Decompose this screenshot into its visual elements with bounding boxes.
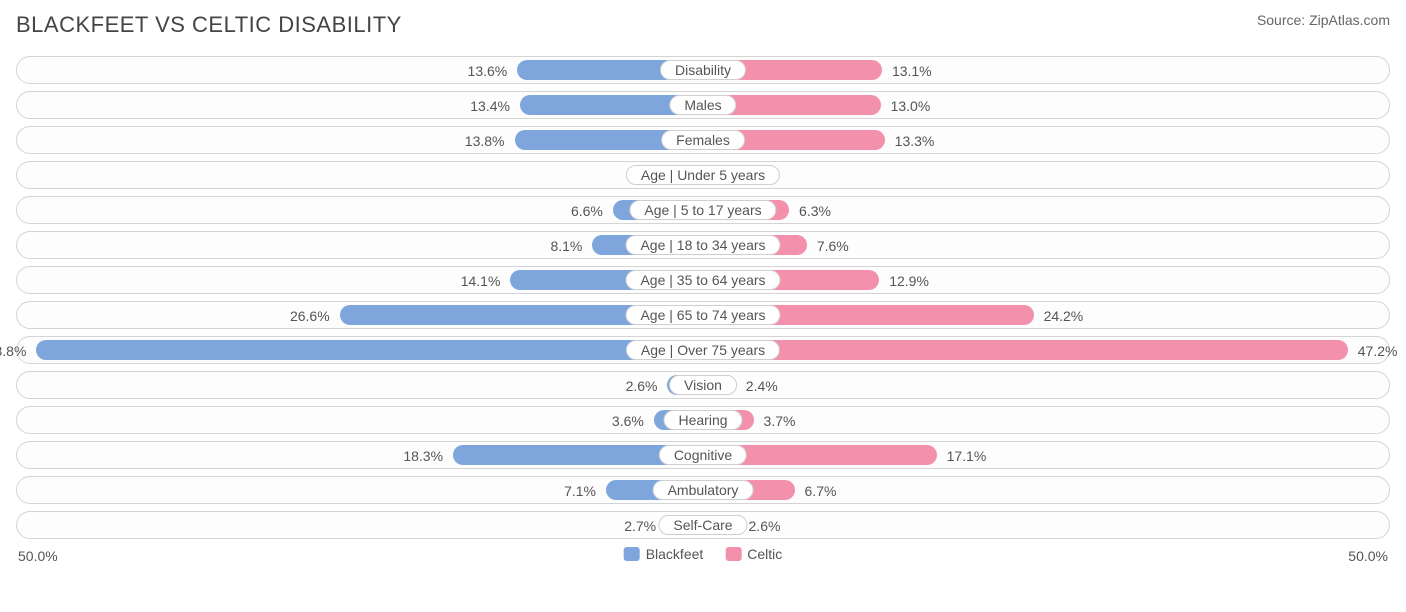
- value-left: 13.4%: [470, 92, 510, 120]
- value-left: 3.6%: [612, 407, 644, 435]
- category-label: Males: [669, 95, 736, 115]
- value-right: 6.3%: [799, 197, 831, 225]
- category-label: Age | 65 to 74 years: [625, 305, 780, 325]
- value-right: 12.9%: [889, 267, 929, 295]
- value-right: 47.2%: [1358, 337, 1398, 365]
- chart-row: 13.8% 13.3% Females: [16, 126, 1390, 154]
- category-label: Age | Under 5 years: [626, 165, 780, 185]
- legend-right-label: Celtic: [747, 546, 782, 562]
- category-label: Disability: [660, 60, 746, 80]
- legend-right: Celtic: [725, 546, 782, 562]
- chart-row: 26.6% 24.2% Age | 65 to 74 years: [16, 301, 1390, 329]
- value-left: 14.1%: [461, 267, 501, 295]
- chart-row: 8.1% 7.6% Age | 18 to 34 years: [16, 231, 1390, 259]
- legend-left-label: Blackfeet: [646, 546, 704, 562]
- category-label: Females: [661, 130, 745, 150]
- value-left: 13.6%: [468, 57, 508, 85]
- category-label: Age | 35 to 64 years: [625, 270, 780, 290]
- category-label: Self-Care: [658, 515, 747, 535]
- category-label: Age | 18 to 34 years: [625, 235, 780, 255]
- axis-max-left: 50.0%: [18, 548, 58, 564]
- category-label: Age | Over 75 years: [626, 340, 780, 360]
- legend-left-swatch: [624, 547, 640, 561]
- chart-row: 48.8%47.2%Age | Over 75 years: [16, 336, 1390, 364]
- value-left: 2.6%: [626, 372, 658, 400]
- value-left: 18.3%: [403, 442, 443, 470]
- chart-footer: 50.0% Blackfeet Celtic 50.0%: [16, 546, 1390, 568]
- category-label: Vision: [669, 375, 737, 395]
- value-right: 13.3%: [895, 127, 935, 155]
- chart-row: 13.6% 13.1% Disability: [16, 56, 1390, 84]
- value-left: 13.8%: [465, 127, 505, 155]
- value-right: 7.6%: [817, 232, 849, 260]
- legend-right-swatch: [725, 547, 741, 561]
- value-left: 26.6%: [290, 302, 330, 330]
- source-label: Source: ZipAtlas.com: [1257, 12, 1390, 28]
- chart-rows: 13.6% 13.1% Disability 13.4% 13.0% Males 13.8%…: [16, 56, 1390, 539]
- chart-row: 2.6% 2.4% Vision: [16, 371, 1390, 399]
- bar-left: [36, 340, 703, 360]
- bar-right: [703, 340, 1348, 360]
- value-left: 48.8%: [0, 337, 26, 365]
- chart-row: 1.6%1.7%Age | Under 5 years: [16, 161, 1390, 189]
- chart-row: 6.6% 6.3% Age | 5 to 17 years: [16, 196, 1390, 224]
- axis-max-right: 50.0%: [1348, 548, 1388, 564]
- chart-row: 18.3% 17.1% Cognitive: [16, 441, 1390, 469]
- value-right: 3.7%: [764, 407, 796, 435]
- chart-row: 7.1% 6.7% Ambulatory: [16, 476, 1390, 504]
- value-left: 8.1%: [550, 232, 582, 260]
- category-label: Hearing: [663, 410, 742, 430]
- legend: Blackfeet Celtic: [624, 546, 783, 562]
- value-right: 2.6%: [749, 512, 781, 540]
- value-right: 13.0%: [891, 92, 931, 120]
- category-label: Age | 5 to 17 years: [629, 200, 776, 220]
- value-left: 7.1%: [564, 477, 596, 505]
- legend-left: Blackfeet: [624, 546, 704, 562]
- value-right: 2.4%: [746, 372, 778, 400]
- chart-row: 13.4% 13.0% Males: [16, 91, 1390, 119]
- value-right: 13.1%: [892, 57, 932, 85]
- value-right: 17.1%: [947, 442, 987, 470]
- value-left: 2.7%: [624, 512, 656, 540]
- chart-row: 2.7% 2.6%Self-Care: [16, 511, 1390, 539]
- category-label: Ambulatory: [653, 480, 754, 500]
- chart-row: 14.1% 12.9% Age | 35 to 64 years: [16, 266, 1390, 294]
- value-right: 24.2%: [1044, 302, 1084, 330]
- category-label: Cognitive: [659, 445, 747, 465]
- chart-row: 3.6% 3.7% Hearing: [16, 406, 1390, 434]
- value-left: 6.6%: [571, 197, 603, 225]
- value-right: 6.7%: [805, 477, 837, 505]
- chart-title: BLACKFEET VS CELTIC DISABILITY: [16, 12, 402, 38]
